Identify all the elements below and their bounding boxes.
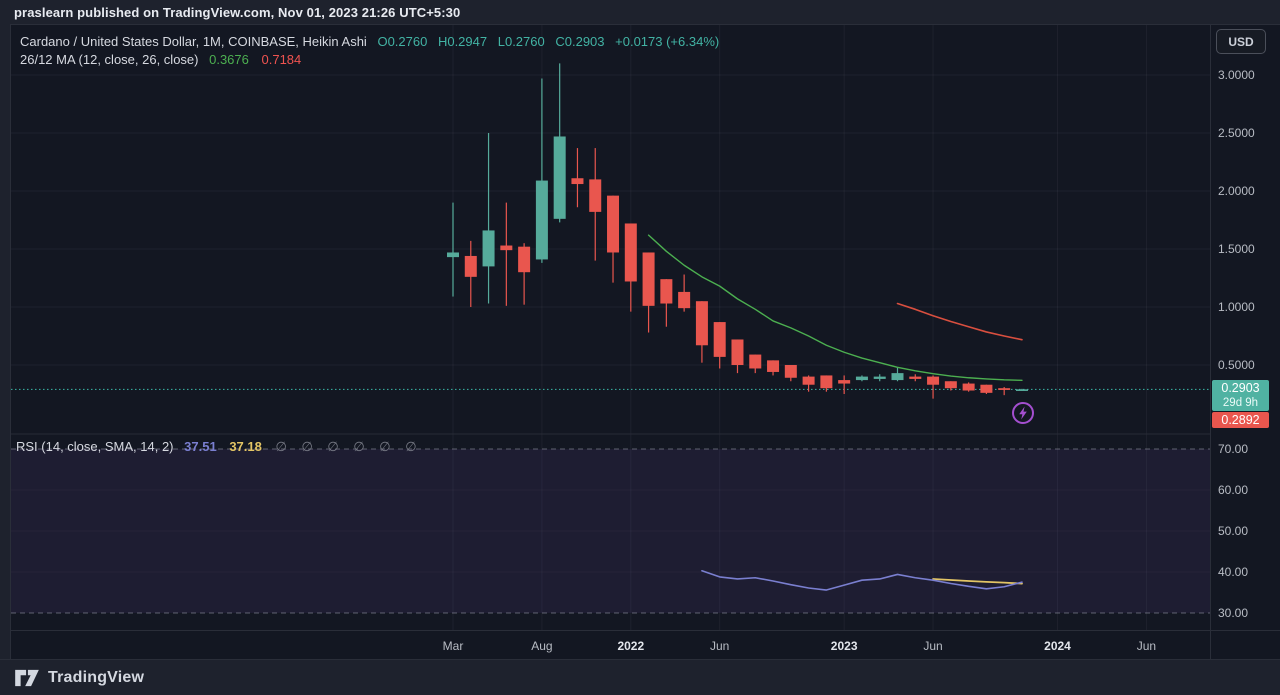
currency-toggle-button[interactable]: USD xyxy=(1216,29,1266,54)
ma-slow-value: 0.7184 xyxy=(261,52,302,67)
rsi-tick-label: 50.00 xyxy=(1218,524,1249,538)
lightning-boost-icon[interactable] xyxy=(1010,400,1036,426)
ohlc-open: O0.2760 xyxy=(377,34,428,49)
rsi-tick-label: 60.00 xyxy=(1218,483,1249,497)
tradingview-logo-icon[interactable] xyxy=(14,668,40,688)
rsi-tick-label: 70.00 xyxy=(1218,442,1249,456)
rsi-label: RSI (14, close, SMA, 14, 2) xyxy=(16,439,174,454)
bar-countdown: 29d 9h xyxy=(1222,397,1259,409)
time-tick-label: Jun xyxy=(1136,639,1157,653)
price-tick-label: 2.0000 xyxy=(1218,184,1255,198)
ohlc-low: L0.2760 xyxy=(497,34,545,49)
last-price-badge: 0.2903 29d 9h xyxy=(1212,380,1269,411)
rsi-tick-label: 30.00 xyxy=(1218,606,1249,620)
price-tick-label: 1.0000 xyxy=(1218,300,1255,314)
ohlc-high: H0.2947 xyxy=(437,34,488,49)
time-tick-label: 2023 xyxy=(830,639,858,653)
rsi-empty-value: ∅ xyxy=(353,439,365,454)
rsi-empty-value: ∅ xyxy=(327,439,339,454)
rsi-empty-value: ∅ xyxy=(301,439,313,454)
footer-brand[interactable]: TradingView xyxy=(48,668,145,686)
time-tick-label: Jun xyxy=(710,639,730,653)
symbol-title: Cardano / United States Dollar, 1M, COIN… xyxy=(20,34,367,49)
rsi-tick-label: 40.00 xyxy=(1218,565,1249,579)
price-tick-label: 2.5000 xyxy=(1218,126,1255,140)
time-tick-label: Jun xyxy=(923,639,943,653)
time-tick-label: 2024 xyxy=(1044,639,1071,653)
price-tick-label: 3.0000 xyxy=(1218,68,1255,82)
secondary-price-badge: 0.2892 xyxy=(1212,412,1269,428)
chart-pane[interactable] xyxy=(10,24,1280,659)
price-scale-separator xyxy=(1210,24,1211,659)
rsi-signal-value: 37.18 xyxy=(229,439,262,454)
ma-fast-value: 0.3676 xyxy=(209,52,249,67)
time-tick-label: Mar xyxy=(442,639,464,653)
rsi-legend: RSI (14, close, SMA, 14, 2) 37.51 37.18 … xyxy=(16,439,428,455)
ohlc-close: C0.2903 xyxy=(555,34,605,49)
price-tick-label: 0.5000 xyxy=(1218,358,1255,372)
rsi-empty-value: ∅ xyxy=(405,439,417,454)
rsi-empty-value: ∅ xyxy=(379,439,391,454)
symbol-legend: Cardano / United States Dollar, 1M, COIN… xyxy=(20,34,726,49)
ohlc-change: +0.0173 (+6.34%) xyxy=(615,34,720,49)
ma-label: 26/12 MA (12, close, 26, close) xyxy=(20,52,199,67)
time-tick-label: 2022 xyxy=(617,639,645,653)
time-scale-separator xyxy=(10,630,1280,631)
rsi-value: 37.51 xyxy=(184,439,217,454)
publish-bar: praslearn published on TradingView.com, … xyxy=(0,0,1280,24)
last-price-value: 0.2903 xyxy=(1221,381,1260,395)
ma-legend: 26/12 MA (12, close, 26, close) 0.3676 0… xyxy=(20,52,301,67)
price-tick-label: 1.5000 xyxy=(1218,242,1255,256)
time-tick-label: Aug xyxy=(531,639,553,653)
rsi-empty-value: ∅ xyxy=(275,439,287,454)
publish-text: praslearn published on TradingView.com, … xyxy=(14,4,461,20)
footer-bar: TradingView xyxy=(0,659,1280,695)
